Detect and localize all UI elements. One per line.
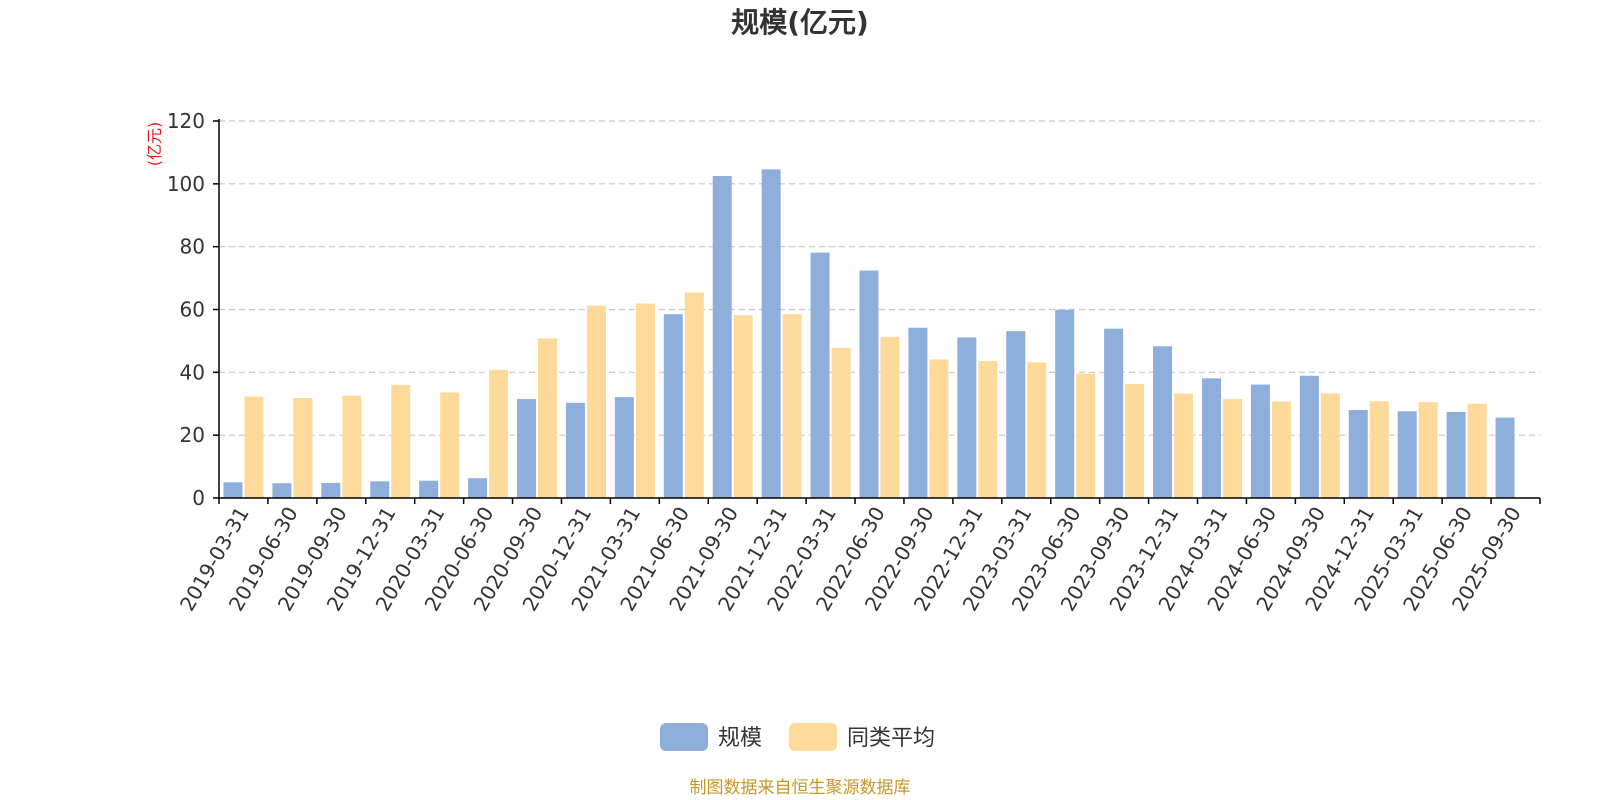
bar-peer-average-2023-06-30[interactable] (1076, 373, 1096, 498)
bar-peer-average-2024-09-30[interactable] (1320, 393, 1340, 498)
bar-scale-2021-06-30[interactable] (663, 314, 683, 498)
y-tick-label-120: 120 (167, 109, 205, 133)
bar-scale-2022-03-31[interactable] (810, 252, 830, 498)
bar-peer-average-2023-12-31[interactable] (1174, 393, 1194, 498)
bar-peer-average-2019-09-30[interactable] (342, 395, 362, 498)
bar-peer-average-2019-06-30[interactable] (293, 398, 313, 498)
bar-peer-average-2023-03-31[interactable] (1027, 362, 1047, 498)
bar-scale-2019-09-30[interactable] (321, 482, 341, 498)
bar-peer-average-2019-03-31[interactable] (244, 396, 264, 498)
bar-peer-average-2022-03-31[interactable] (831, 347, 851, 498)
bar-scale-2024-09-30[interactable] (1299, 375, 1319, 498)
bar-scale-2020-12-31[interactable] (565, 402, 585, 498)
bar-peer-average-2024-03-31[interactable] (1222, 399, 1242, 498)
bar-peer-average-2020-03-31[interactable] (440, 392, 460, 498)
bar-scale-2021-12-31[interactable] (761, 169, 781, 499)
y-tick-label-40: 40 (180, 360, 205, 384)
y-tick-label-0: 0 (192, 486, 205, 510)
bar-scale-2020-09-30[interactable] (517, 399, 537, 498)
legend-label-scale[interactable]: 规模 (718, 726, 762, 751)
bar-peer-average-2022-06-30[interactable] (880, 336, 900, 498)
y-axis-unit-label: (亿元) (145, 122, 164, 167)
chart-title: 规模(亿元) (731, 6, 869, 39)
bar-scale-2021-03-31[interactable] (614, 397, 634, 498)
legend-swatch-peer-average (789, 723, 837, 751)
bar-scale-2025-06-30[interactable] (1446, 411, 1466, 498)
bar-scale-2024-03-31[interactable] (1201, 378, 1221, 498)
bar-peer-average-2019-12-31[interactable] (391, 384, 411, 498)
bar-scale-2023-09-30[interactable] (1104, 328, 1124, 498)
source-note: 制图数据来自恒生聚源数据库 (690, 778, 911, 798)
bar-scale-2019-06-30[interactable] (272, 483, 292, 498)
bar-scale-2025-09-30[interactable] (1495, 417, 1515, 498)
bar-scale-2020-03-31[interactable] (419, 480, 439, 498)
bar-peer-average-2024-12-31[interactable] (1369, 401, 1389, 498)
bar-peer-average-2024-06-30[interactable] (1271, 401, 1291, 498)
bar-scale-2024-06-30[interactable] (1250, 384, 1270, 498)
bars (223, 169, 1515, 499)
bar-scale-2023-03-31[interactable] (1006, 331, 1026, 498)
bar-scale-2023-12-31[interactable] (1153, 346, 1173, 498)
legend: 规模 同类平均 (660, 723, 935, 751)
bar-scale-2021-09-30[interactable] (712, 175, 732, 498)
bar-peer-average-2023-09-30[interactable] (1125, 383, 1145, 498)
bar-peer-average-2021-12-31[interactable] (782, 314, 802, 498)
y-tick-label-100: 100 (167, 172, 205, 196)
bar-peer-average-2021-09-30[interactable] (733, 315, 753, 498)
bar-peer-average-2021-03-31[interactable] (635, 303, 655, 498)
bar-peer-average-2025-03-31[interactable] (1418, 402, 1438, 498)
bar-scale-2024-12-31[interactable] (1348, 410, 1368, 498)
legend-swatch-scale (660, 723, 708, 751)
legend-label-peer-average[interactable]: 同类平均 (847, 726, 935, 751)
bar-peer-average-2022-09-30[interactable] (929, 359, 949, 498)
bar-peer-average-2022-12-31[interactable] (978, 361, 998, 498)
bar-peer-average-2020-12-31[interactable] (586, 305, 606, 498)
bar-scale-2022-06-30[interactable] (859, 270, 879, 498)
bar-peer-average-2020-06-30[interactable] (489, 369, 509, 498)
bar-scale-2022-12-31[interactable] (957, 337, 977, 498)
y-tick-label-60: 60 (180, 298, 205, 322)
axes (213, 119, 1541, 504)
bar-scale-2020-06-30[interactable] (468, 478, 488, 498)
y-tick-label-80: 80 (180, 235, 205, 259)
bar-peer-average-2025-06-30[interactable] (1467, 403, 1487, 498)
gridlines (219, 120, 1540, 436)
bar-scale-2022-09-30[interactable] (908, 327, 928, 498)
bar-scale-2025-03-31[interactable] (1397, 411, 1417, 498)
bar-peer-average-2020-09-30[interactable] (538, 338, 558, 498)
bar-peer-average-2021-06-30[interactable] (684, 292, 704, 498)
bar-scale-2019-03-31[interactable] (223, 482, 243, 498)
bar-scale-2019-12-31[interactable] (370, 481, 390, 498)
y-tick-label-20: 20 (180, 423, 205, 447)
bar-scale-2023-06-30[interactable] (1055, 309, 1075, 498)
